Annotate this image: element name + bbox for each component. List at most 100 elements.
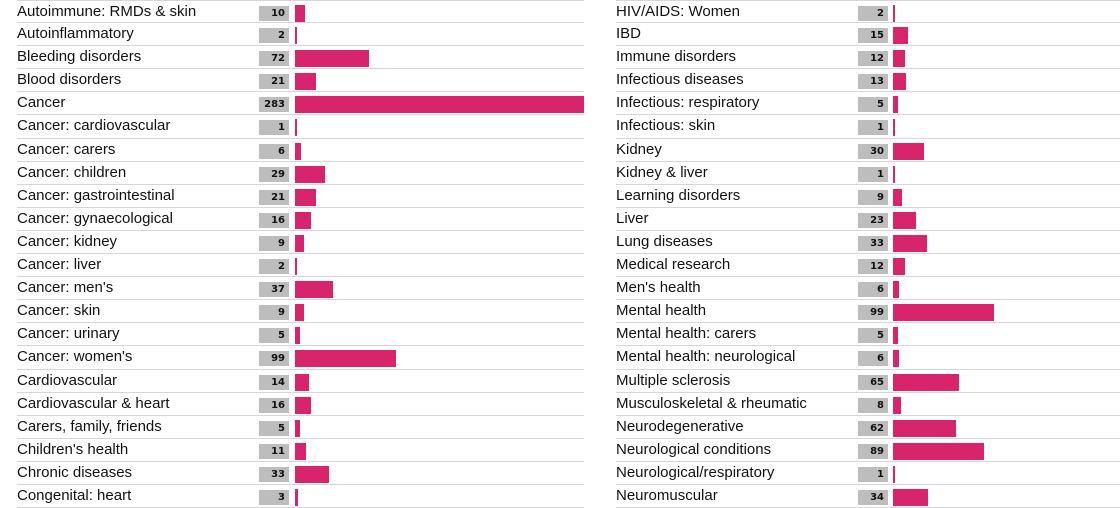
- category-label: Liver: [616, 209, 649, 227]
- category-label: Kidney: [616, 140, 662, 158]
- chart-row: Cardiovascular 14: [17, 370, 584, 393]
- chart-row: Liver 23: [616, 208, 1120, 231]
- category-label: Chronic diseases: [17, 463, 133, 481]
- bar: [893, 465, 895, 483]
- value-label: 6: [259, 143, 289, 159]
- bar: [893, 442, 984, 460]
- bar: [295, 396, 312, 414]
- bar: [295, 234, 305, 252]
- value-label: 9: [259, 305, 289, 321]
- value-label: 16: [259, 397, 289, 413]
- bar: [295, 281, 333, 299]
- category-label: Mental health: carers: [616, 325, 757, 343]
- bar: [295, 73, 317, 91]
- bar: [893, 258, 906, 276]
- category-label: Cancer: [17, 94, 66, 112]
- bar: [893, 119, 895, 137]
- category-label: Cancer: gastrointestinal: [17, 186, 175, 204]
- category-label: Bleeding disorders: [17, 48, 142, 66]
- value-label: 13: [858, 74, 888, 90]
- chart-row: IBD 15: [616, 23, 1120, 47]
- chart-row: Cancer: cardiovascular 1: [17, 115, 584, 139]
- bar: [295, 5, 306, 22]
- category-label: Infectious: respiratory: [616, 94, 760, 112]
- value-label: 30: [858, 143, 888, 159]
- chart-row: Chronic diseases 33: [17, 462, 584, 485]
- chart-row: Lung diseases 33: [616, 231, 1120, 255]
- value-label: 15: [858, 28, 888, 44]
- bar: [893, 27, 909, 45]
- value-label: 6: [858, 351, 888, 367]
- category-label: Mental health: neurological: [616, 348, 796, 366]
- bar: [893, 142, 924, 160]
- bar: [893, 5, 896, 22]
- bar: [295, 50, 369, 68]
- bar: [893, 73, 907, 91]
- chart-row: Bleeding disorders 72: [17, 46, 584, 70]
- category-label: Congenital: heart: [17, 486, 132, 504]
- bar: [295, 119, 297, 137]
- value-label: 33: [858, 235, 888, 251]
- value-label: 14: [259, 374, 289, 390]
- chart-row: Musculoskeletal & rheumatic 8: [616, 393, 1120, 416]
- chart-row: Multiple sclerosis 65: [616, 370, 1120, 393]
- bar: [295, 188, 317, 206]
- value-label: 1: [858, 466, 888, 482]
- chart-row: Learning disorders 9: [616, 185, 1120, 208]
- bar: [295, 327, 301, 345]
- chart-row: Neurological/respiratory 1: [616, 462, 1120, 485]
- chart-row: Autoinflammatory 2: [17, 23, 584, 47]
- bar: [893, 211, 917, 229]
- value-label: 37: [259, 282, 289, 298]
- category-label: Mental health: [616, 302, 707, 320]
- bar: [295, 465, 329, 483]
- category-label: Neuromuscular: [616, 486, 718, 504]
- value-label: 6: [858, 282, 888, 298]
- chart-row: Cancer: liver 2: [17, 254, 584, 278]
- value-label: 33: [259, 466, 289, 482]
- bar: [295, 211, 312, 229]
- value-label: 21: [259, 74, 289, 90]
- category-label: Cancer: kidney: [17, 232, 118, 250]
- category-label: Multiple sclerosis: [616, 371, 731, 389]
- chart-row: Immune disorders 12: [616, 46, 1120, 70]
- bar: [893, 281, 900, 299]
- category-label: Cancer: men's: [17, 279, 114, 297]
- category-label: Autoimmune: RMDs & skin: [17, 3, 197, 20]
- value-label: 99: [858, 305, 888, 321]
- bar: [893, 50, 906, 68]
- value-label: 5: [259, 420, 289, 436]
- category-label: Children's health: [17, 440, 129, 458]
- chart-row: Mental health: carers 5: [616, 323, 1120, 347]
- bar: [893, 327, 899, 345]
- chart-row: Medical research 12: [616, 254, 1120, 278]
- category-label: Cardiovascular & heart: [17, 394, 170, 412]
- bar: [295, 258, 298, 276]
- bar: [893, 373, 960, 391]
- chart-row: Cardiovascular & heart 16: [17, 393, 584, 416]
- category-label: Immune disorders: [616, 48, 737, 66]
- value-label: 8: [858, 397, 888, 413]
- chart-row: Infectious diseases 13: [616, 69, 1120, 93]
- category-label: Lung diseases: [616, 232, 713, 250]
- value-label: 34: [858, 489, 888, 505]
- category-label: Autoinflammatory: [17, 25, 134, 43]
- chart-row: Cancer: gastrointestinal 21: [17, 185, 584, 208]
- chart-row: Kidney 30: [616, 139, 1120, 162]
- value-label: 23: [858, 212, 888, 228]
- chart-row: Mental health 99: [616, 300, 1120, 324]
- chart-row: Cancer: kidney 9: [17, 231, 584, 255]
- bar: [893, 350, 900, 368]
- value-label: 16: [259, 212, 289, 228]
- chart-row: Cancer: urinary 5: [17, 323, 584, 347]
- category-label: Cardiovascular: [17, 371, 118, 389]
- bar: [295, 373, 310, 391]
- chart-row: Cancer: men's 37: [17, 277, 584, 301]
- bar: [893, 234, 927, 252]
- category-label: Cancer: skin: [17, 302, 101, 320]
- value-label: 2: [259, 259, 289, 275]
- value-label: 29: [259, 166, 289, 182]
- chart-row: Neuromuscular 34: [616, 485, 1120, 508]
- category-label: Musculoskeletal & rheumatic: [616, 394, 807, 412]
- bar: [295, 304, 305, 322]
